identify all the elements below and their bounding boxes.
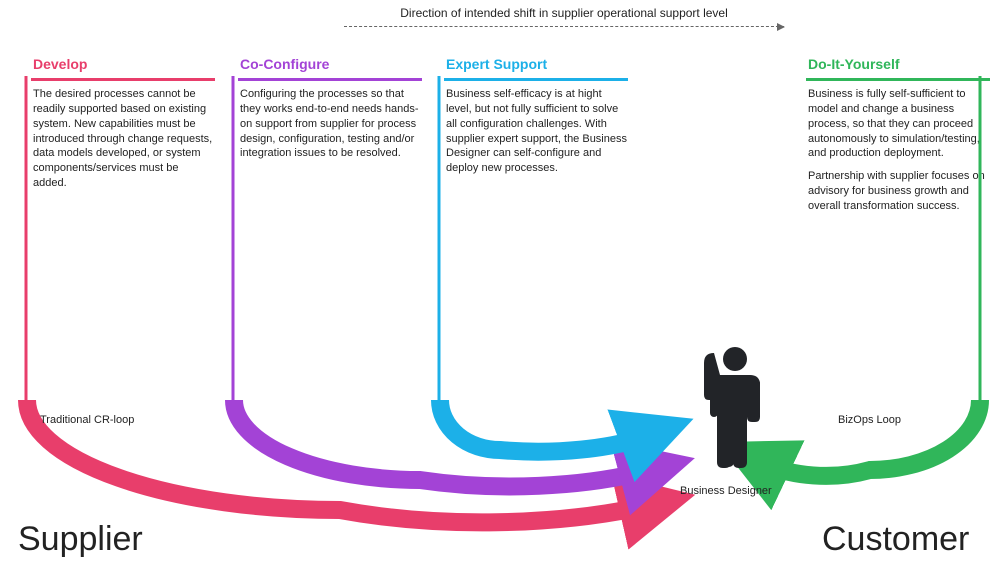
bizops-loop-label: BizOps Loop xyxy=(838,414,901,426)
column-diy-body-p1: Business is fully self-sufficient to mod… xyxy=(808,87,990,161)
column-coconfigure-rule xyxy=(238,78,422,81)
customer-label: Customer xyxy=(822,520,969,559)
column-develop-title: Develop xyxy=(25,56,215,72)
column-expert-title: Expert Support xyxy=(438,56,628,72)
traditional-loop-label: Traditional CR-loop xyxy=(40,414,134,426)
column-develop: Develop The desired processes cannot be … xyxy=(25,56,215,191)
direction-label: Direction of intended shift in supplier … xyxy=(344,6,784,20)
column-coconfigure-body: Configuring the processes so that they w… xyxy=(232,87,422,161)
column-expert: Expert Support Business self-efficacy is… xyxy=(438,56,628,176)
column-develop-rule xyxy=(31,78,215,81)
column-diy-body: Business is fully self-sufficient to mod… xyxy=(800,87,990,214)
business-designer-label: Business Designer xyxy=(680,485,772,497)
column-expert-body: Business self-efficacy is at hight level… xyxy=(438,87,628,176)
column-diy: Do-It-Yourself Business is fully self-su… xyxy=(800,56,990,222)
direction-arrow xyxy=(344,26,784,27)
column-coconfigure: Co-Configure Configuring the processes s… xyxy=(232,56,422,161)
person-icon xyxy=(700,345,770,475)
column-expert-rule xyxy=(444,78,628,81)
column-develop-body: The desired processes cannot be readily … xyxy=(25,87,215,191)
supplier-label: Supplier xyxy=(18,520,143,559)
column-diy-title: Do-It-Yourself xyxy=(800,56,990,72)
column-coconfigure-title: Co-Configure xyxy=(232,56,422,72)
column-diy-body-p2: Partnership with supplier focuses on adv… xyxy=(808,169,990,214)
column-diy-rule xyxy=(806,78,990,81)
